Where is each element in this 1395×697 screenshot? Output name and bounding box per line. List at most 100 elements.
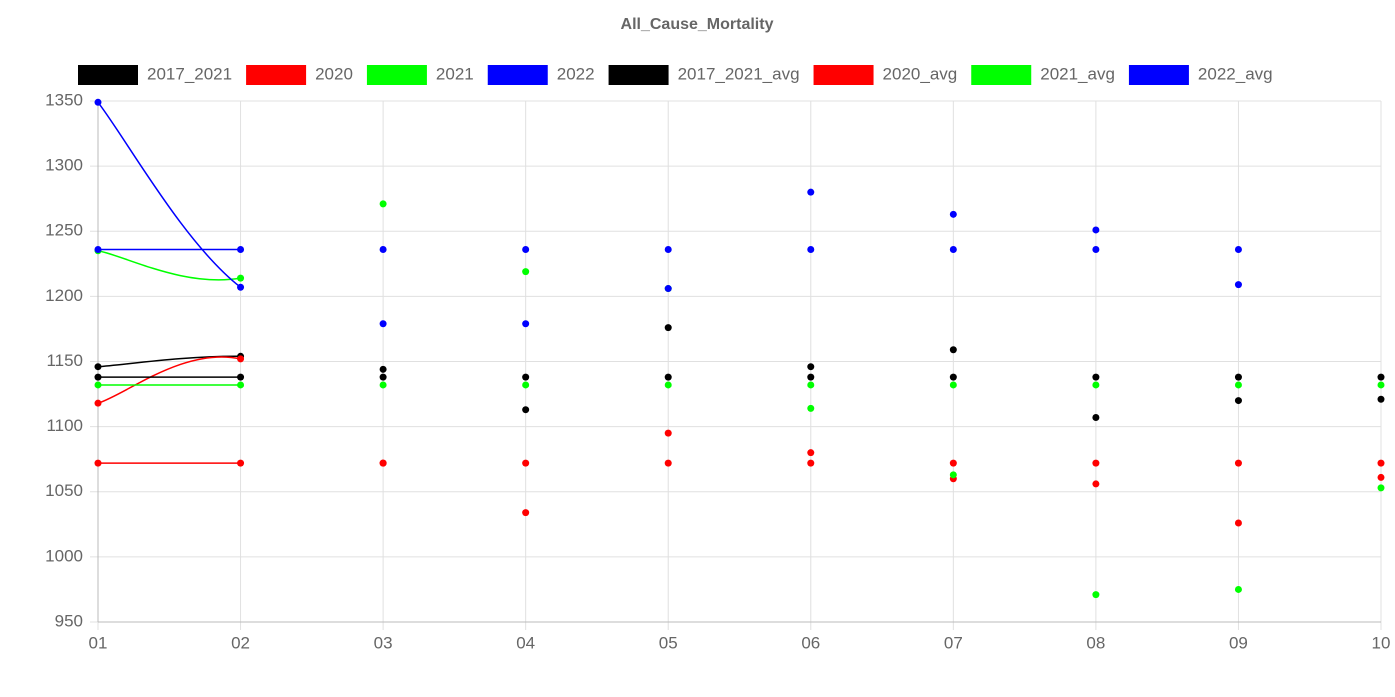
data-point <box>237 355 245 363</box>
legend-swatch <box>813 65 874 85</box>
data-point <box>1377 459 1385 467</box>
data-point <box>237 373 245 381</box>
data-point <box>664 429 672 437</box>
legend-swatch <box>366 65 427 85</box>
data-point <box>1234 381 1242 389</box>
data-point <box>807 381 815 389</box>
data-point <box>94 399 102 407</box>
legend-label: 2022_avg <box>1198 64 1273 83</box>
y-tick-label: 950 <box>55 611 83 630</box>
data-point <box>1092 459 1100 467</box>
data-point <box>807 459 815 467</box>
x-tick-label: 05 <box>659 633 678 652</box>
data-point <box>94 245 102 253</box>
data-point <box>1234 245 1242 253</box>
data-point <box>949 346 957 354</box>
data-point <box>1234 585 1242 593</box>
legend-swatch <box>608 65 669 85</box>
y-tick-label: 1200 <box>45 286 83 305</box>
data-point <box>664 459 672 467</box>
chart-title: All_Cause_Mortality <box>621 16 774 33</box>
data-point <box>237 381 245 389</box>
legend-swatch <box>246 65 307 85</box>
data-point <box>949 210 957 218</box>
x-tick-label: 02 <box>231 633 250 652</box>
legend-label: 2017_2021_avg <box>678 64 800 83</box>
x-tick-label: 07 <box>944 633 963 652</box>
data-point <box>379 373 387 381</box>
x-tick-label: 09 <box>1229 633 1248 652</box>
data-point <box>379 459 387 467</box>
legend-swatch <box>971 65 1032 85</box>
x-tick-label: 04 <box>516 633 535 652</box>
x-tick-label: 06 <box>801 633 820 652</box>
data-point <box>237 274 245 282</box>
y-tick-label: 1250 <box>45 221 83 240</box>
data-point <box>1234 373 1242 381</box>
data-point <box>1092 480 1100 488</box>
data-point <box>664 245 672 253</box>
data-point <box>522 509 530 517</box>
data-point <box>949 245 957 253</box>
x-tick-label: 10 <box>1372 633 1391 652</box>
legend-swatch <box>1128 65 1189 85</box>
data-point <box>1377 381 1385 389</box>
data-point <box>807 363 815 371</box>
data-point <box>949 459 957 467</box>
data-point <box>664 324 672 332</box>
data-point <box>807 245 815 253</box>
data-point <box>1377 373 1385 381</box>
data-point <box>807 404 815 412</box>
legend-swatch <box>78 65 138 85</box>
x-tick-label: 08 <box>1086 633 1105 652</box>
data-point <box>1234 459 1242 467</box>
y-tick-label: 1350 <box>45 90 83 109</box>
data-point <box>94 381 102 389</box>
data-point <box>1234 397 1242 405</box>
data-point <box>1092 414 1100 422</box>
data-point <box>807 373 815 381</box>
data-point <box>237 459 245 467</box>
series-line <box>97 356 241 404</box>
legend-label: 2021_avg <box>1040 64 1115 83</box>
legend-label: 2020_avg <box>883 64 958 83</box>
data-point <box>1377 473 1385 481</box>
data-point <box>237 245 245 253</box>
data-point <box>522 406 530 414</box>
data-point <box>522 268 530 276</box>
data-point <box>379 320 387 328</box>
data-point <box>807 188 815 196</box>
data-point <box>664 381 672 389</box>
data-point <box>1234 281 1242 289</box>
data-point <box>522 373 530 381</box>
x-tick-label: 01 <box>89 633 108 652</box>
legend-label: 2022 <box>557 64 595 83</box>
y-tick-label: 1050 <box>45 481 83 500</box>
data-point <box>94 98 102 106</box>
data-point <box>1377 395 1385 403</box>
data-point <box>379 365 387 373</box>
data-point <box>1092 591 1100 599</box>
legend-swatch <box>487 65 548 85</box>
data-point <box>522 320 530 328</box>
series-line <box>97 101 242 288</box>
data-point <box>664 285 672 293</box>
data-point <box>949 381 957 389</box>
y-tick-label: 1000 <box>45 546 83 565</box>
data-point <box>522 245 530 253</box>
data-point <box>379 381 387 389</box>
data-point <box>522 459 530 467</box>
legend-label: 2017_2021 <box>147 64 232 83</box>
series-line <box>97 250 241 281</box>
data-point <box>94 363 102 371</box>
data-point <box>1377 484 1385 492</box>
x-tick-label: 03 <box>374 633 393 652</box>
legend-label: 2021 <box>436 64 474 83</box>
legend-label: 2020 <box>315 64 353 83</box>
data-point <box>1092 373 1100 381</box>
data-point <box>94 373 102 381</box>
y-tick-label: 1300 <box>45 156 83 175</box>
data-point <box>237 283 245 291</box>
data-point <box>664 373 672 381</box>
